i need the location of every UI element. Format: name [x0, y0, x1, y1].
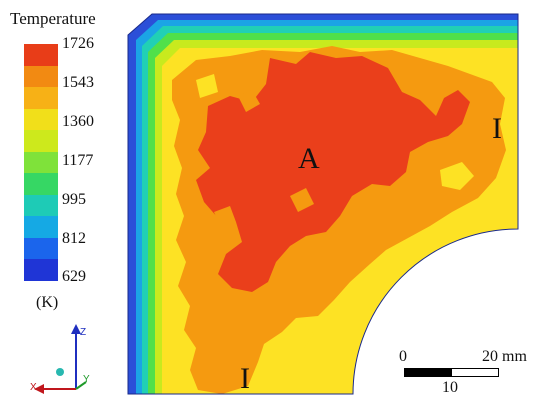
- legend-color-cell: [24, 108, 58, 131]
- legend-tick-label: 1177: [62, 151, 94, 169]
- legend-tick-label: 995: [62, 190, 86, 208]
- yellow-pocket: [196, 74, 218, 98]
- legend-color-cell: [24, 237, 58, 260]
- legend-color-cell: [24, 259, 58, 282]
- yellow-pocket: [440, 162, 474, 190]
- legend-tick-label: 1543: [62, 73, 94, 91]
- legend-color-cell: [24, 65, 58, 88]
- legend-tick-label: 812: [62, 229, 86, 247]
- orange-island: [214, 206, 236, 226]
- legend-tick-label: 1360: [62, 112, 94, 130]
- scale-label-twenty: 20 mm: [482, 348, 527, 365]
- region-label-i-bottom: I: [240, 362, 250, 395]
- axis-triad-icon: [34, 324, 87, 394]
- axis-label-z: Z: [80, 327, 87, 338]
- scale-bar: [404, 368, 499, 377]
- region-label-i-right: I: [492, 112, 502, 145]
- axis-label-y: Y: [83, 374, 90, 385]
- legend-color-cell: [24, 173, 58, 196]
- legend-color-cell: [24, 194, 58, 217]
- scale-label-zero: 0: [399, 348, 407, 365]
- plate-outline: [127, 13, 519, 395]
- region-label-a: A: [298, 142, 320, 175]
- legend-color-cell: [24, 130, 58, 153]
- yellow-pocket: [280, 322, 314, 350]
- hot-core-a: [196, 52, 470, 292]
- scale-label-ten: 10: [442, 379, 458, 396]
- scale-bar-black-half: [405, 369, 452, 376]
- legend-tick-label: 1726: [62, 35, 94, 52]
- legend-unit: (K): [36, 294, 59, 311]
- orange-island: [238, 90, 260, 112]
- legend-color-cell: [24, 44, 58, 67]
- orange-island: [290, 188, 314, 212]
- legend-tick-label: 629: [62, 268, 86, 286]
- legend-color-cell: [24, 216, 58, 239]
- color-legend-bar: [24, 44, 58, 282]
- legend-color-cell: [24, 87, 58, 110]
- legend-color-cell: [24, 151, 58, 174]
- legend-title: Temperature: [10, 9, 96, 28]
- axis-label-x: X: [30, 382, 37, 393]
